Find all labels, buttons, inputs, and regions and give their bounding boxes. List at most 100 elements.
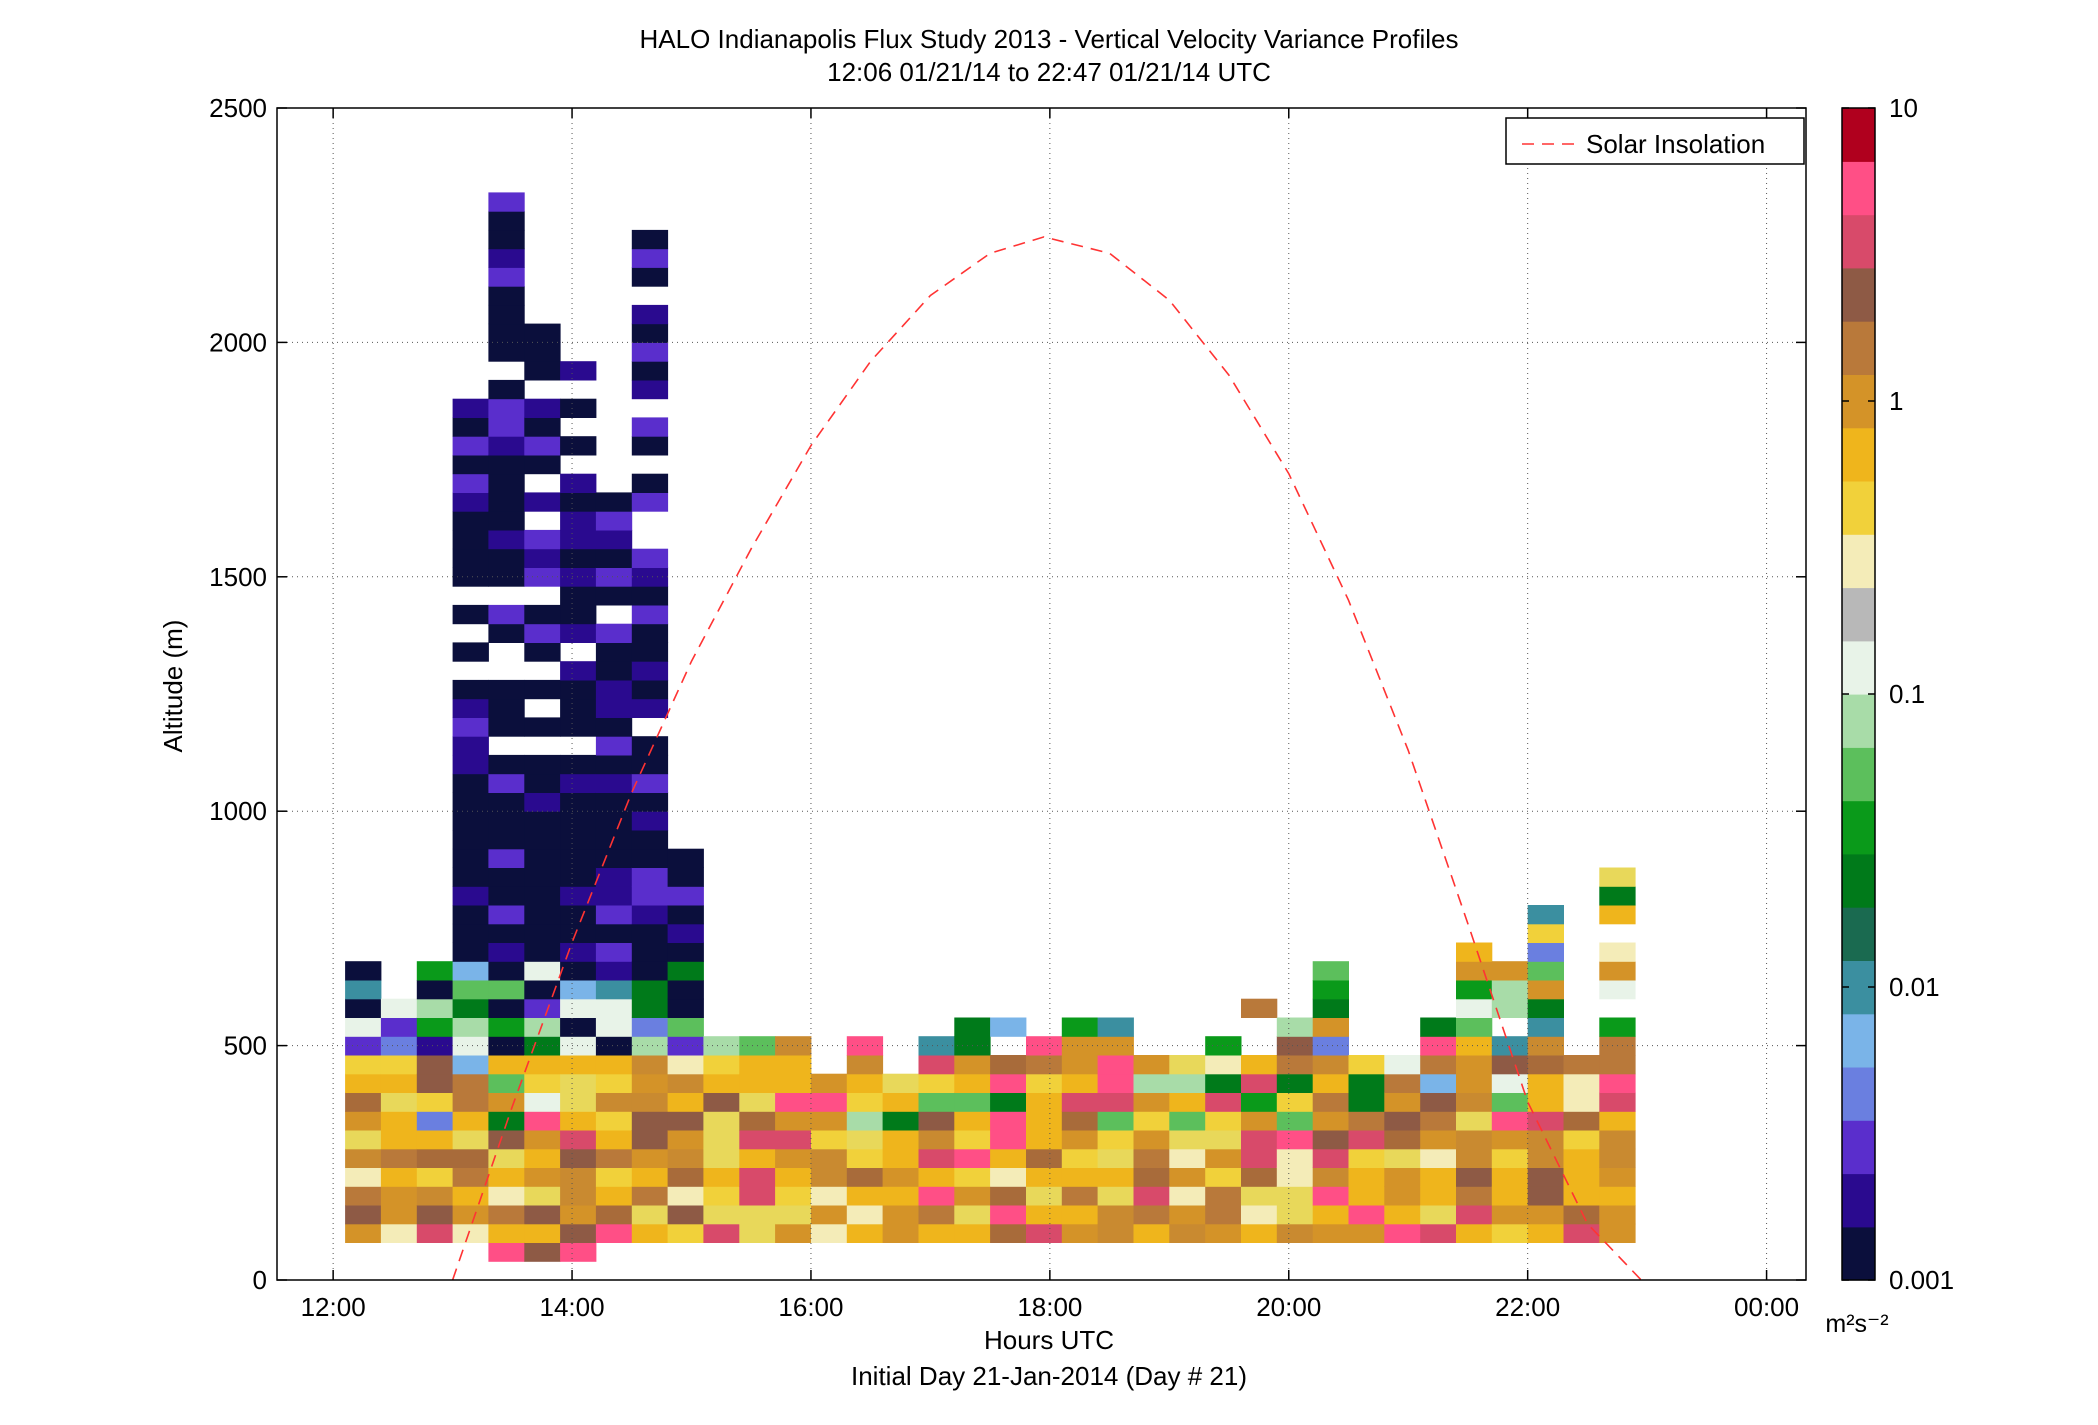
heatmap-cell — [1169, 1092, 1206, 1112]
heatmap-cell — [954, 1111, 991, 1131]
heatmap-cell — [1241, 1111, 1278, 1131]
heatmap-cell — [452, 548, 489, 568]
heatmap-cell — [1563, 1167, 1600, 1187]
heatmap-cell — [452, 754, 489, 775]
heatmap-cell — [452, 830, 489, 850]
heatmap-cell — [1599, 905, 1636, 925]
heatmap-cell — [1061, 1167, 1099, 1187]
heatmap-cell — [882, 1205, 919, 1225]
x-tick-label: 00:00 — [1734, 1292, 1799, 1322]
heatmap-cell — [1491, 998, 1529, 1018]
heatmap-cell — [1205, 1186, 1242, 1206]
colorbar-segment — [1842, 267, 1875, 322]
heatmap-cell — [345, 1017, 382, 1037]
heatmap-cell — [524, 886, 561, 906]
heatmap-cell — [345, 1073, 382, 1093]
heatmap-cell — [1133, 1111, 1170, 1131]
heatmap-cell — [1312, 1111, 1349, 1131]
heatmap-cell — [631, 905, 669, 925]
heatmap-cell — [452, 698, 489, 718]
heatmap-cell — [488, 398, 525, 418]
heatmap-cell — [488, 905, 525, 925]
heatmap-cell — [667, 1205, 704, 1225]
heatmap-cell — [595, 736, 633, 756]
heatmap-cell — [488, 773, 525, 793]
y-tick-label: 500 — [224, 1031, 267, 1061]
heatmap-cell — [1599, 1017, 1636, 1037]
heatmap-cell — [1097, 1223, 1134, 1243]
colorbar-segment — [1842, 800, 1875, 855]
y-axis-label: Altitude (m) — [158, 620, 188, 753]
colorbar-segment — [1842, 534, 1875, 589]
heatmap-cell — [1491, 1036, 1529, 1056]
heatmap-cell — [488, 473, 525, 493]
heatmap-cell — [1563, 1111, 1600, 1131]
heatmap-cell — [1097, 1055, 1134, 1075]
heatmap-cell — [1097, 1148, 1134, 1168]
heatmap-cell — [811, 1186, 848, 1206]
heatmap-cell — [667, 1017, 704, 1037]
heatmap-cell — [560, 436, 597, 456]
heatmap-cell — [488, 754, 525, 775]
colorbar: 0.001 0.01 0.1 1 10 — [1841, 93, 1954, 1295]
heatmap-cell — [595, 1167, 633, 1187]
heatmap-cell — [595, 923, 633, 943]
heatmap-cell — [488, 323, 525, 343]
heatmap-cell — [703, 1167, 740, 1187]
heatmap-cell — [524, 1055, 561, 1075]
heatmap-cell — [1348, 1205, 1385, 1225]
heatmap-cell — [918, 1223, 955, 1243]
heatmap-cell — [954, 1186, 991, 1206]
heatmap-cell — [560, 511, 597, 531]
chart-title: HALO Indianapolis Flux Study 2013 - Vert… — [640, 24, 1459, 54]
heatmap-cell — [631, 1092, 669, 1112]
heatmap-cell — [488, 623, 525, 643]
heatmap-cell — [1420, 1186, 1457, 1206]
heatmap-cell — [1026, 1073, 1063, 1093]
heatmap-cell — [524, 1148, 561, 1168]
colorbar-units-label: m²s⁻² — [1825, 1310, 1888, 1338]
heatmap-cell — [1527, 1167, 1564, 1187]
heatmap-cell — [846, 1223, 884, 1243]
heatmap-cell — [560, 698, 597, 718]
heatmap-cell — [1599, 1130, 1636, 1150]
heatmap-cell — [1133, 1167, 1170, 1187]
heatmap-cell — [1384, 1205, 1421, 1225]
heatmap-cell — [703, 1036, 740, 1056]
heatmap-cell — [1456, 1055, 1493, 1075]
heatmap-cell — [1420, 1055, 1457, 1075]
heatmap-cell — [918, 1167, 955, 1187]
heatmap-cell — [560, 1017, 597, 1037]
heatmap-cell — [703, 1186, 740, 1206]
heatmap-cell — [1348, 1186, 1385, 1206]
heatmap-cell — [488, 267, 525, 287]
heatmap-cell — [345, 980, 382, 1000]
heatmap-cell — [918, 1073, 955, 1093]
heatmap-cell — [846, 1092, 884, 1112]
heatmap-cell — [667, 867, 704, 887]
heatmap-cell — [1061, 1205, 1099, 1225]
heatmap-cell — [811, 1148, 848, 1168]
heatmap-cell — [1527, 1073, 1564, 1093]
heatmap-cell — [452, 886, 489, 906]
heatmap-cell — [1097, 1017, 1134, 1037]
heatmap-cell — [1384, 1167, 1421, 1187]
heatmap-cell — [1026, 1205, 1063, 1225]
heatmap-cell — [1061, 1223, 1099, 1243]
x-tick-label: 22:00 — [1495, 1292, 1560, 1322]
heatmap-cell — [524, 1223, 561, 1243]
heatmap-cell — [1312, 1205, 1349, 1225]
heatmap-cell — [631, 342, 669, 362]
heatmap-cell — [1097, 1130, 1134, 1150]
heatmap-cell — [1097, 1111, 1134, 1131]
heatmap-cell — [595, 623, 633, 643]
heatmap-cell — [631, 661, 669, 681]
heatmap-cell — [882, 1167, 919, 1187]
colorbar-tick-label: 0.1 — [1889, 679, 1925, 709]
colorbar-segment — [1842, 1226, 1875, 1281]
heatmap-cell — [524, 1130, 561, 1150]
heatmap-cell — [524, 398, 561, 418]
heatmap-cell — [595, 867, 633, 887]
heatmap-cell — [595, 1186, 633, 1206]
heatmap-cell — [631, 811, 669, 831]
